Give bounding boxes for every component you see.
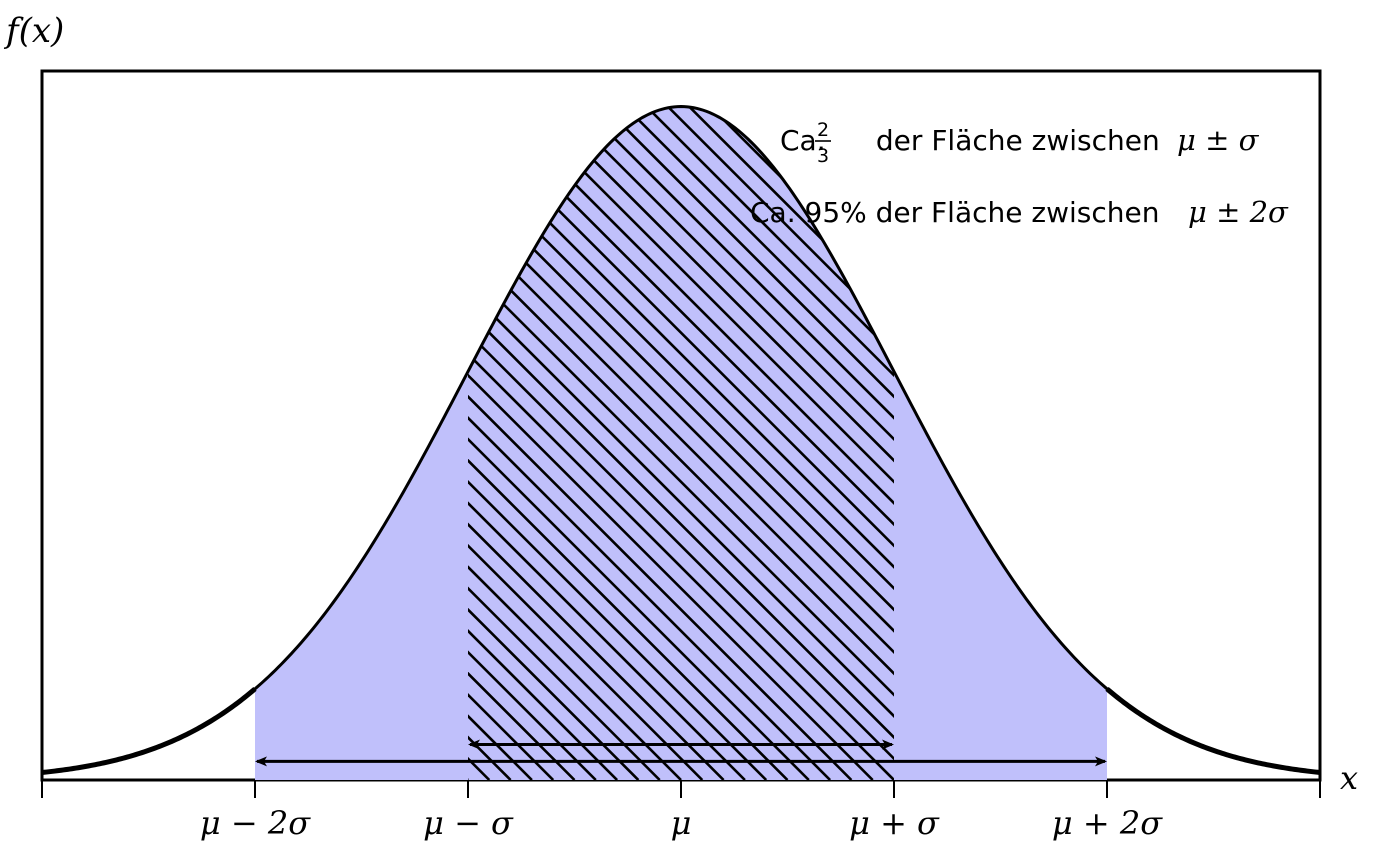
hatch-line <box>468 106 810 781</box>
hatch-line <box>468 106 894 781</box>
x-axis-ticks <box>41 780 1321 798</box>
hatch-line <box>546 106 894 781</box>
hatch-line <box>468 106 894 781</box>
annotation-one-sigma-math: μ ± σ <box>1177 123 1260 157</box>
hatch-line <box>468 106 894 781</box>
hatch-line <box>610 106 894 781</box>
hatch-line <box>468 106 894 781</box>
annotation-one-sigma-text: der Fläche zwischen <box>867 124 1169 157</box>
x-tick-label: μ − σ <box>423 804 514 842</box>
hatch-line <box>468 106 597 781</box>
hatch-line <box>468 106 682 781</box>
density-curve-right-tail <box>1105 686 1321 776</box>
hatch-line <box>468 106 894 781</box>
x-axis-tick-labels: μ − 2σ μ − σ μ μ + σ μ + 2σ <box>200 804 1163 842</box>
hatch-line <box>468 106 894 781</box>
hatch-line <box>468 106 789 781</box>
hatch-line <box>468 106 661 781</box>
y-axis-label: f(x) <box>3 11 64 51</box>
hatch-line <box>567 106 894 781</box>
hatch-line <box>503 106 894 781</box>
annotation-one-sigma-fraction-den: 3 <box>817 145 829 167</box>
hatch-line <box>468 106 746 781</box>
hatch-line <box>468 106 640 781</box>
x-tick-label: μ − 2σ <box>200 804 311 842</box>
hatch-line <box>468 106 725 781</box>
hatch-line <box>588 106 894 781</box>
hatch-line <box>524 106 894 781</box>
density-curve <box>41 105 1321 775</box>
hatch-line <box>631 106 894 781</box>
annotation-two-sigma-math: μ ± 2σ <box>1188 195 1289 229</box>
hatch-line <box>468 106 832 781</box>
annotation-one-sigma-fraction-num: 2 <box>817 119 829 141</box>
x-tick-label: μ <box>671 804 692 842</box>
two-sigma-band <box>255 106 1107 781</box>
hatch-line <box>468 106 853 781</box>
x-axis-label: x <box>1340 759 1358 797</box>
hatch-line <box>468 106 894 781</box>
hatch-line <box>468 106 768 781</box>
hatch-line <box>468 106 704 781</box>
hatch-line <box>482 106 894 781</box>
x-tick-label: μ + σ <box>849 804 940 842</box>
annotation-two-sigma-text: Ca. 95% der Fläche zwischen <box>750 196 1168 229</box>
hatch-line <box>468 106 619 781</box>
density-curve-left-tail <box>41 686 257 776</box>
hatch-line <box>468 106 894 781</box>
x-tick-label: μ + 2σ <box>1052 804 1163 842</box>
hatch-line <box>652 106 894 781</box>
hatch-line <box>468 106 874 781</box>
hatch-line <box>468 106 894 781</box>
